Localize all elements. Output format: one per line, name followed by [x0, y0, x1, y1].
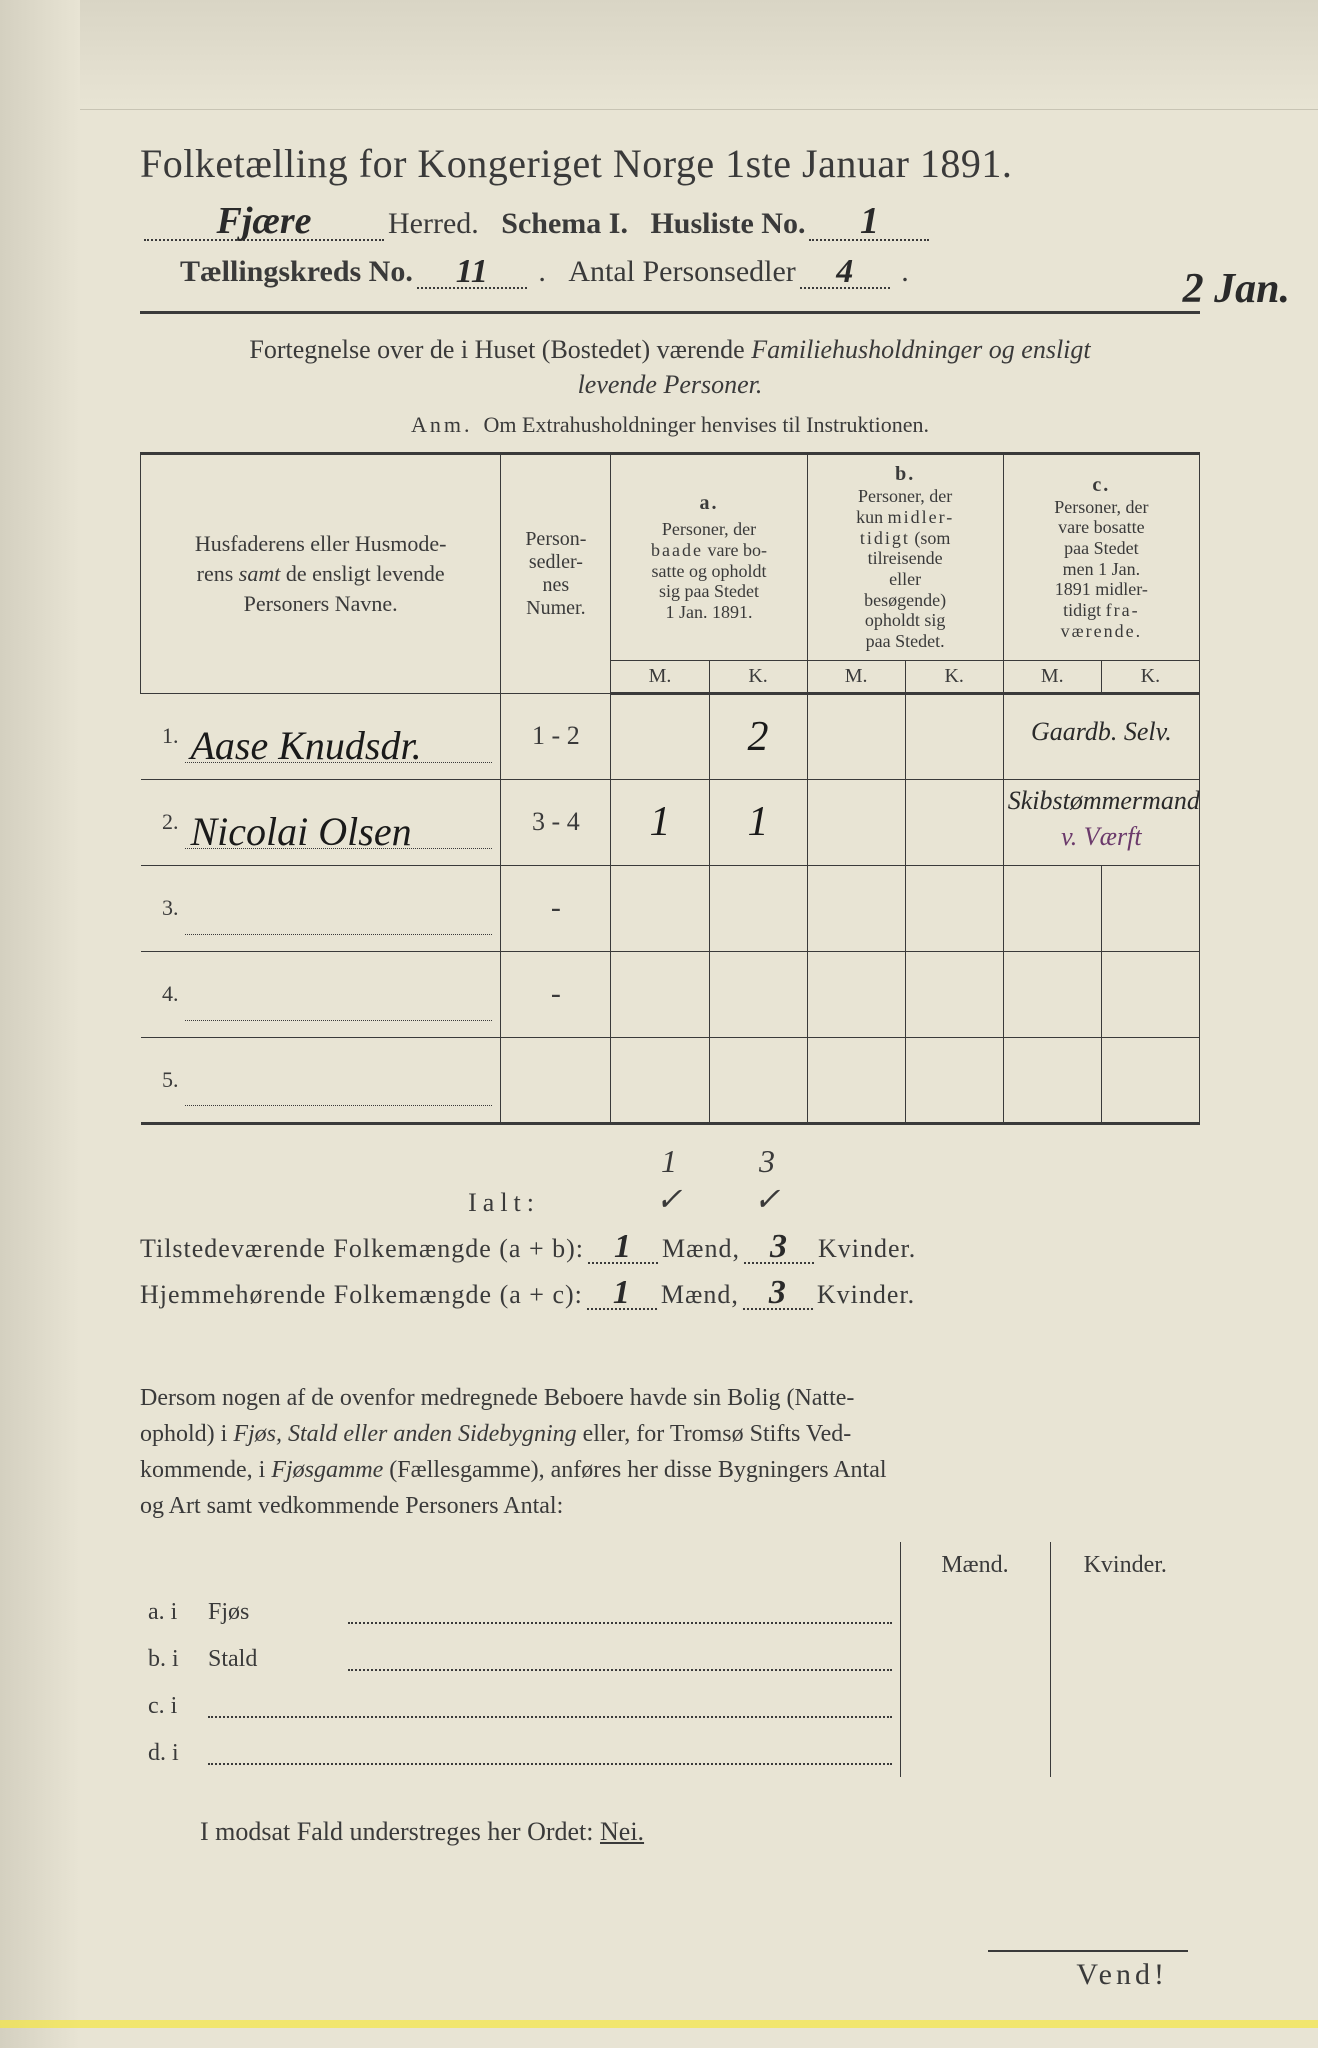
vend-rule	[988, 1950, 1188, 1952]
col-a-m: M.	[611, 660, 709, 693]
header-line-2: Tællingskreds No. 11 . Antal Personsedle…	[140, 255, 1200, 289]
lower-row: c. i	[140, 1683, 1200, 1730]
present-sum: Tilstedeværende Folkemængde (a + b): 1 M…	[140, 1234, 1200, 1264]
lower-row: b. i Stald	[140, 1636, 1200, 1683]
table-row: 3. -	[141, 865, 1200, 951]
lower-maend: Mænd.	[900, 1542, 1050, 1589]
kreds-label: Tællingskreds No.	[180, 255, 413, 289]
person-sedler-num: 1 - 2	[501, 693, 611, 779]
kreds-value: 11	[456, 253, 488, 291]
husliste-label: Husliste No.	[650, 207, 805, 241]
document-title: Folketælling for Kongeriget Norge 1ste J…	[140, 140, 1200, 187]
divider-1	[140, 311, 1200, 314]
lower-row: d. i	[140, 1730, 1200, 1777]
lower-table: Mænd. Kvinder. a. i Fjøs b. i Stald c. i…	[140, 1542, 1200, 1777]
table-row: 5.	[141, 1037, 1200, 1123]
header-line-1: Fjære Herred. Schema I. Husliste No. 1	[140, 207, 1200, 241]
table-row: 1.Aase Knudsdr. 1 - 2 2 Gaardb. Selv.	[141, 693, 1200, 779]
herred-value: Fjære	[217, 199, 312, 243]
modsat-line: I modsat Fald understreges her Ordet: Ne…	[140, 1817, 1200, 1847]
antal-value: 4	[836, 253, 853, 291]
col-header-numer: Person-sedler-nesNumer.	[501, 454, 611, 694]
col-a-k: K.	[709, 660, 807, 693]
antal-label: Antal Personsedler	[568, 255, 795, 289]
census-table: Husfaderens eller Husmode‑rens samt de e…	[140, 452, 1200, 1125]
row-annotation: Gaardb. Selv.	[1008, 719, 1195, 745]
col-header-names: Husfaderens eller Husmode‑rens samt de e…	[141, 454, 501, 694]
schema-label: Schema I.	[501, 207, 628, 241]
lower-kvinder: Kvinder.	[1050, 1542, 1200, 1589]
col-header-a: a. Personer, derbaade vare bo-satte og o…	[611, 454, 807, 661]
home-sum: Hjemmehørende Folkemængde (a + c): 1 Mæn…	[140, 1280, 1200, 1310]
col-b-k: K.	[905, 660, 1003, 693]
ialt-k: 3✓	[718, 1143, 816, 1218]
table-row: 4. -	[141, 951, 1200, 1037]
paragraph-bolig: Dersom nogen af de ovenfor medregnede Be…	[140, 1380, 1200, 1524]
document-content: Folketælling for Kongeriget Norge 1ste J…	[140, 140, 1200, 1847]
col-c-m: M.	[1003, 660, 1101, 693]
margin-date-note: 2 Jan.	[1183, 265, 1290, 313]
yellow-bottom-strip	[0, 2020, 1318, 2028]
vend-label: Vend!	[1076, 1958, 1168, 1992]
anm-line: Anm. Om Extrahusholdninger henvises til …	[140, 412, 1200, 438]
col-header-b: b. Personer, derkun midler-tidigt (somti…	[807, 454, 1003, 661]
ialt-row: Ialt: 1✓ 3✓	[140, 1143, 1200, 1218]
page-left-shadow	[0, 0, 80, 2048]
person-name: Nicolai Olsen	[191, 808, 412, 855]
col-c-k: K.	[1101, 660, 1199, 693]
col-header-c: c. Personer, dervare bosattepaa Stedetme…	[1003, 454, 1199, 661]
intro-text: Fortegnelse over de i Huset (Bostedet) v…	[140, 332, 1200, 402]
row-annotation-2: v. Værft	[1008, 824, 1195, 850]
row-annotation: Skibstømmermand	[1008, 788, 1195, 814]
table-row: 2.Nicolai Olsen 3 - 4 1 1 Skibstømmerman…	[141, 779, 1200, 865]
herred-label: Herred.	[388, 207, 479, 241]
ialt-m: 1✓	[620, 1143, 718, 1218]
husliste-value: 1	[860, 199, 879, 243]
page-top-edge	[0, 0, 1318, 110]
person-sedler-num: 3 - 4	[501, 779, 611, 865]
person-name: Aase Knudsdr.	[191, 722, 422, 769]
lower-row: a. i Fjøs	[140, 1589, 1200, 1636]
col-b-m: M.	[807, 660, 905, 693]
